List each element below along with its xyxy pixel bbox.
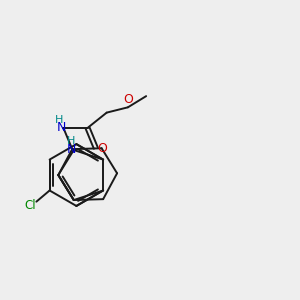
Text: N: N — [67, 143, 76, 156]
Text: O: O — [123, 93, 133, 106]
Text: Cl: Cl — [24, 199, 36, 212]
Text: H: H — [67, 136, 76, 146]
Text: O: O — [97, 142, 107, 155]
Text: H: H — [55, 115, 63, 125]
Text: N: N — [57, 121, 67, 134]
